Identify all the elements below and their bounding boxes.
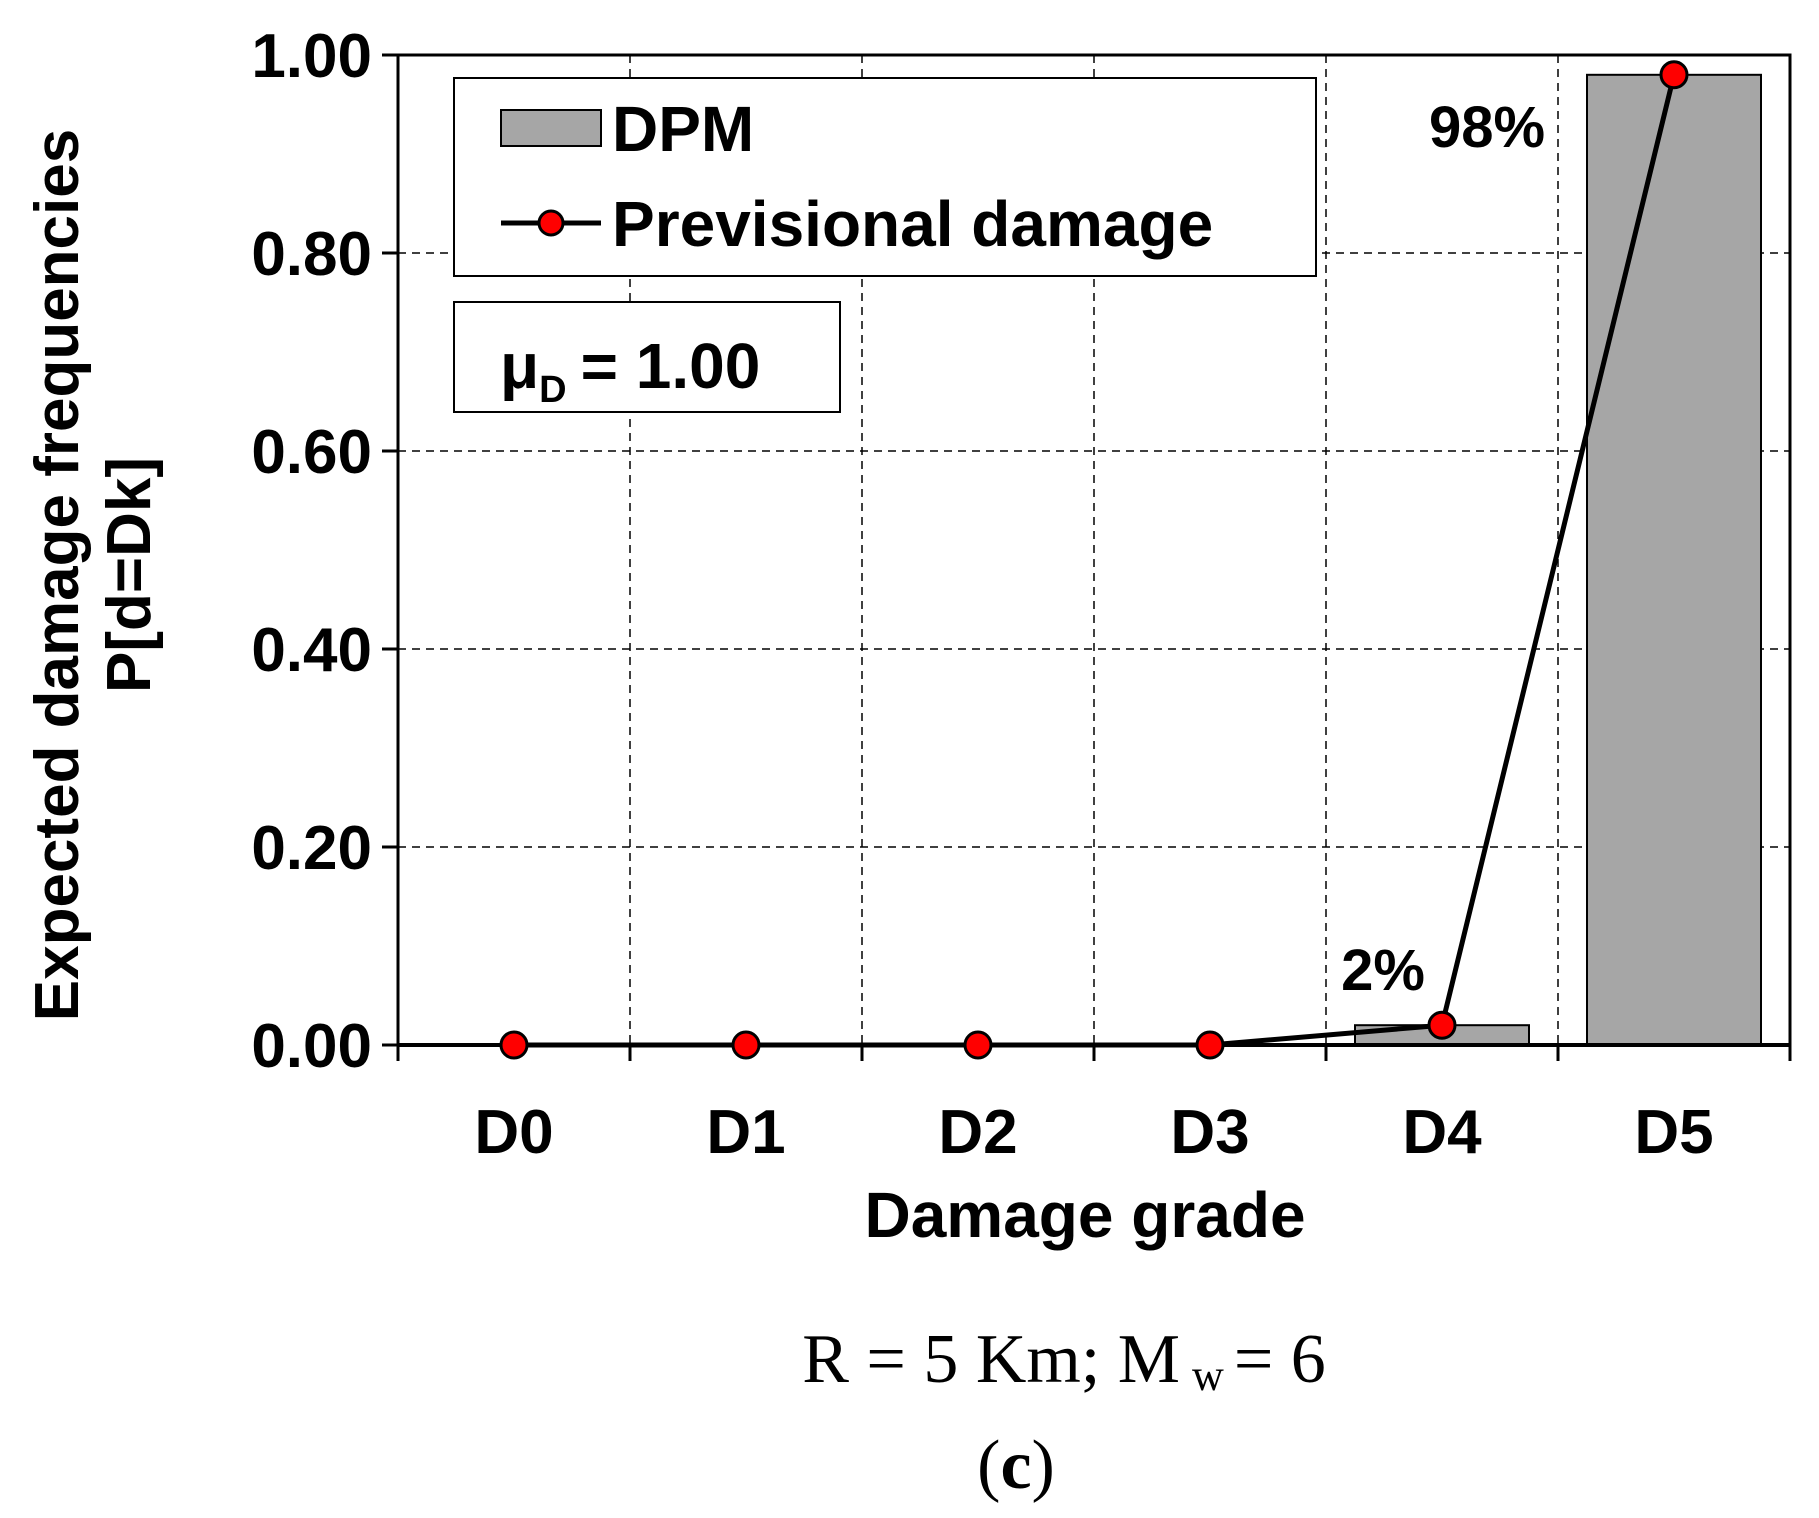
marker-d4 bbox=[1427, 1010, 1457, 1040]
marker-d2 bbox=[963, 1030, 993, 1060]
y-tick-label-3: 0.60 bbox=[251, 418, 372, 487]
y-tick-label-0: 0.00 bbox=[251, 1012, 372, 1081]
previsional-damage-polyline bbox=[514, 74, 1677, 1048]
mean-damage-box-frame bbox=[453, 301, 841, 413]
x-tick-label-d2: D2 bbox=[938, 1098, 1017, 1167]
x-axis-title: Damage grade bbox=[864, 1179, 1305, 1251]
marker-d1 bbox=[731, 1030, 761, 1060]
caption-paren-close: ) bbox=[1032, 1427, 1055, 1504]
mu-symbol: μ bbox=[500, 330, 539, 402]
legend-label-previsional: Previsional damage bbox=[612, 188, 1213, 260]
x-tick-label-d5: D5 bbox=[1634, 1098, 1713, 1167]
y-tick-label-4: 0.80 bbox=[251, 220, 372, 289]
y-tick-label-2: 0.40 bbox=[251, 616, 372, 685]
mu-subscript: D bbox=[539, 369, 566, 411]
legend: DPM Previsional damage bbox=[453, 77, 1317, 277]
caption-panel-label: (c) bbox=[977, 1427, 1055, 1504]
x-tick-label-d1: D1 bbox=[706, 1098, 785, 1167]
data-label-d5: 98% bbox=[1429, 95, 1545, 160]
legend-bar-swatch bbox=[500, 109, 602, 147]
y-tick-label-1: 0.20 bbox=[251, 814, 372, 883]
marker-d5 bbox=[1659, 60, 1689, 90]
y-axis-title-line1: Expected damage frequencies bbox=[23, 129, 92, 1021]
bar-d5 bbox=[1586, 73, 1762, 1047]
caption-equals: = 6 bbox=[1234, 1321, 1326, 1398]
caption-panel-letter: c bbox=[1000, 1427, 1031, 1504]
x-tick-label-d0: D0 bbox=[474, 1098, 553, 1167]
caption-subscript: w bbox=[1192, 1351, 1224, 1400]
x-tick-label-d4: D4 bbox=[1402, 1098, 1482, 1167]
previsional-damage-line bbox=[499, 60, 1689, 1060]
caption-main: R = 5 Km; M bbox=[802, 1321, 1180, 1398]
y-axis-title-line2: P[d=Dk] bbox=[95, 457, 164, 693]
y-tick-label-5: 1.00 bbox=[251, 22, 372, 91]
marker-d3 bbox=[1195, 1030, 1225, 1060]
mean-damage-box: μD = 1.00 bbox=[453, 301, 841, 413]
dpm-bars bbox=[1354, 73, 1762, 1047]
mean-damage-text: μD = 1.00 bbox=[500, 330, 760, 411]
legend-marker-swatch bbox=[537, 209, 565, 237]
data-label-d4: 2% bbox=[1341, 938, 1425, 1003]
caption-paren-open: ( bbox=[977, 1427, 1000, 1504]
marker-d0 bbox=[499, 1030, 529, 1060]
x-tick-label-d3: D3 bbox=[1170, 1098, 1249, 1167]
legend-label-dpm: DPM bbox=[612, 93, 754, 165]
mu-value: = 1.00 bbox=[581, 330, 761, 402]
